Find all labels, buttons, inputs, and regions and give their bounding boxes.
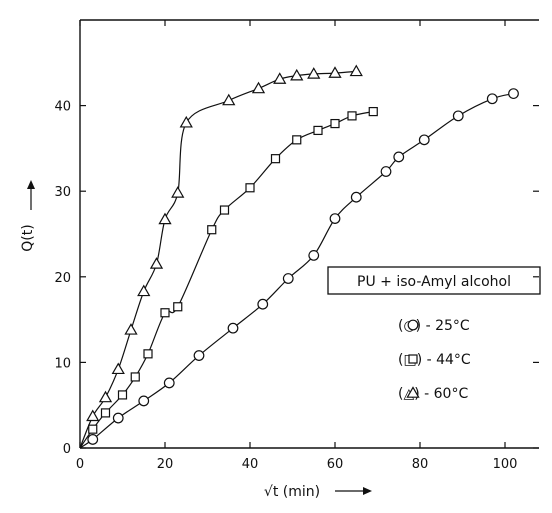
- y-tick-label: 10: [54, 356, 71, 371]
- data-point-8: [219, 205, 230, 215]
- data-point-0: [86, 409, 100, 422]
- data-point-12: [393, 151, 405, 163]
- data-point-10: [251, 81, 266, 94]
- plot-area: [79, 64, 519, 449]
- data-point-legend-0: [407, 319, 419, 331]
- x-axis-label-arrowhead: [363, 487, 372, 495]
- data-point-2: [117, 390, 128, 400]
- data-point-15: [349, 64, 363, 77]
- data-point-3: [163, 377, 175, 389]
- data-point-14: [347, 111, 357, 121]
- data-point-10: [350, 191, 362, 203]
- data-point-legend-2: [406, 386, 420, 398]
- x-tick-label: 80: [412, 457, 429, 472]
- data-point-4: [143, 349, 153, 359]
- x-tick-label: 60: [327, 457, 344, 472]
- data-point-0: [87, 434, 99, 445]
- x-tick-label: 0: [76, 457, 84, 472]
- data-point-16: [508, 88, 519, 100]
- data-point-5: [160, 308, 170, 318]
- axes: 0 20 40 60 80 100 0 10 20 30 40: [54, 19, 539, 472]
- x-tick-label: 40: [242, 457, 259, 472]
- data-point-13: [330, 118, 340, 129]
- data-point-0: [88, 424, 98, 434]
- data-point-6: [173, 302, 183, 312]
- data-point-9: [222, 93, 236, 106]
- data-point-15: [368, 106, 378, 117]
- data-point-7: [207, 225, 217, 235]
- y-axis-label-arrowhead: [27, 180, 35, 189]
- data-point-6: [257, 298, 269, 310]
- legend-entry-60c: (△) - 60°C: [398, 386, 468, 402]
- data-point-11: [380, 166, 392, 177]
- data-point-3: [124, 323, 138, 335]
- data-point-2: [138, 395, 150, 407]
- data-point-6: [158, 212, 172, 225]
- data-point-1: [100, 408, 111, 418]
- data-point-2: [111, 362, 125, 375]
- data-point-5: [227, 322, 239, 334]
- x-tick-label: 100: [493, 457, 518, 472]
- data-point-12: [313, 125, 323, 136]
- y-tick-label: 20: [54, 271, 71, 286]
- x-axis-label: √t (min): [264, 484, 320, 500]
- data-point-10: [270, 154, 281, 164]
- legend-title: PU + iso-Amyl alcohol: [357, 274, 511, 290]
- data-point-8: [308, 249, 320, 261]
- data-point-1: [98, 390, 113, 403]
- data-point-12: [290, 68, 304, 81]
- data-point-1: [112, 412, 124, 424]
- data-point-legend-1: [408, 354, 418, 364]
- series-square: [79, 106, 378, 449]
- data-point-14: [328, 66, 342, 78]
- data-point-4: [137, 284, 151, 297]
- y-axis-label: Q(t): [20, 224, 36, 251]
- data-point-13: [307, 67, 321, 79]
- y-tick-label: 30: [54, 185, 71, 200]
- data-point-15: [486, 93, 498, 105]
- data-point-9: [245, 183, 255, 193]
- data-point-3: [130, 372, 140, 382]
- data-point-11: [273, 72, 287, 84]
- data-point-11: [292, 135, 302, 145]
- y-tick-label: 40: [54, 100, 71, 115]
- data-point-5: [149, 257, 164, 269]
- series-circle: [79, 88, 519, 449]
- data-point-9: [329, 213, 341, 224]
- data-point-8: [179, 115, 193, 128]
- data-point-13: [418, 134, 430, 146]
- y-tick-label: 0: [63, 442, 71, 457]
- legend-title-box: [327, 266, 541, 295]
- data-point-14: [452, 110, 464, 122]
- legend: PU + iso-Amyl alcohol (○) - 25°C (□) - 4…: [327, 266, 541, 402]
- data-point-7: [282, 273, 294, 284]
- series-triangle: [79, 64, 363, 449]
- data-point-7: [171, 186, 185, 198]
- x-tick-label: 20: [157, 457, 174, 472]
- data-point-4: [193, 350, 205, 361]
